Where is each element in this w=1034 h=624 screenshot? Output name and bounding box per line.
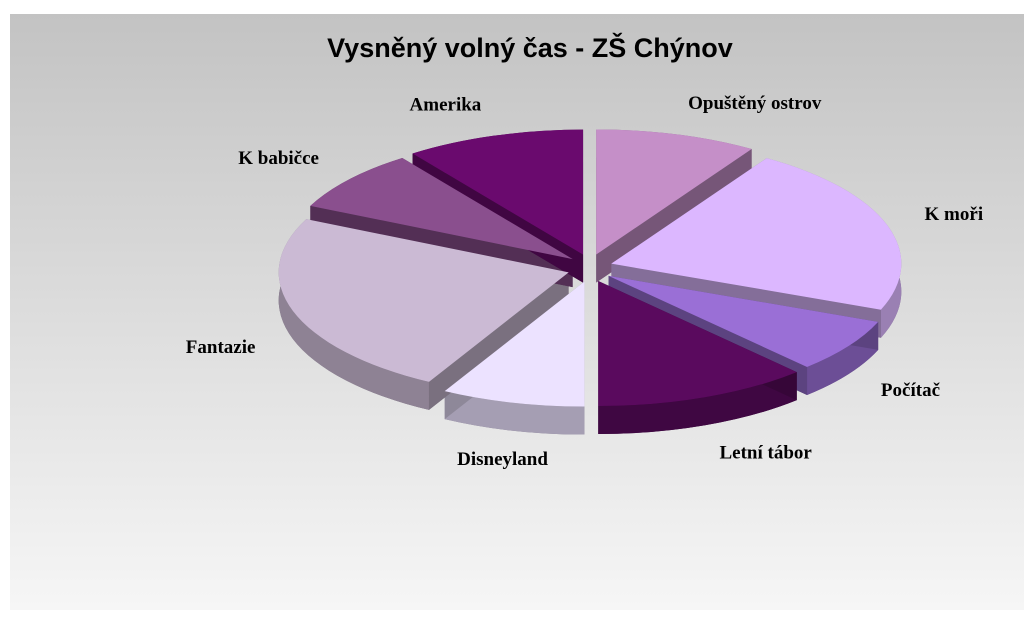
pie-slice: [608, 275, 879, 367]
pie-slice: [310, 157, 573, 260]
pie-slice: [611, 158, 902, 310]
slice-label: Disneyland: [457, 449, 548, 470]
pie-slice: [596, 129, 752, 255]
pie-slice: [278, 219, 569, 382]
slice-label: K moři: [925, 204, 984, 225]
pie-slice: [444, 281, 585, 407]
pie-slice: [412, 129, 584, 255]
slice-side: [598, 372, 797, 435]
pie-slice: [598, 281, 797, 407]
chart-title: Vysněný volný čas - ZŠ Chýnov: [327, 32, 733, 63]
slice-label: K babičce: [238, 148, 319, 169]
slice-label: Opuštěný ostrov: [688, 93, 822, 114]
slice-label: Amerika: [410, 95, 482, 116]
slice-label: Letní tábor: [719, 442, 812, 463]
slice-label: Fantazie: [186, 337, 256, 358]
slice-label: Počítač: [881, 380, 940, 401]
slice-side: [596, 129, 752, 283]
slice-side: [310, 157, 573, 288]
slice-side: [444, 391, 585, 435]
